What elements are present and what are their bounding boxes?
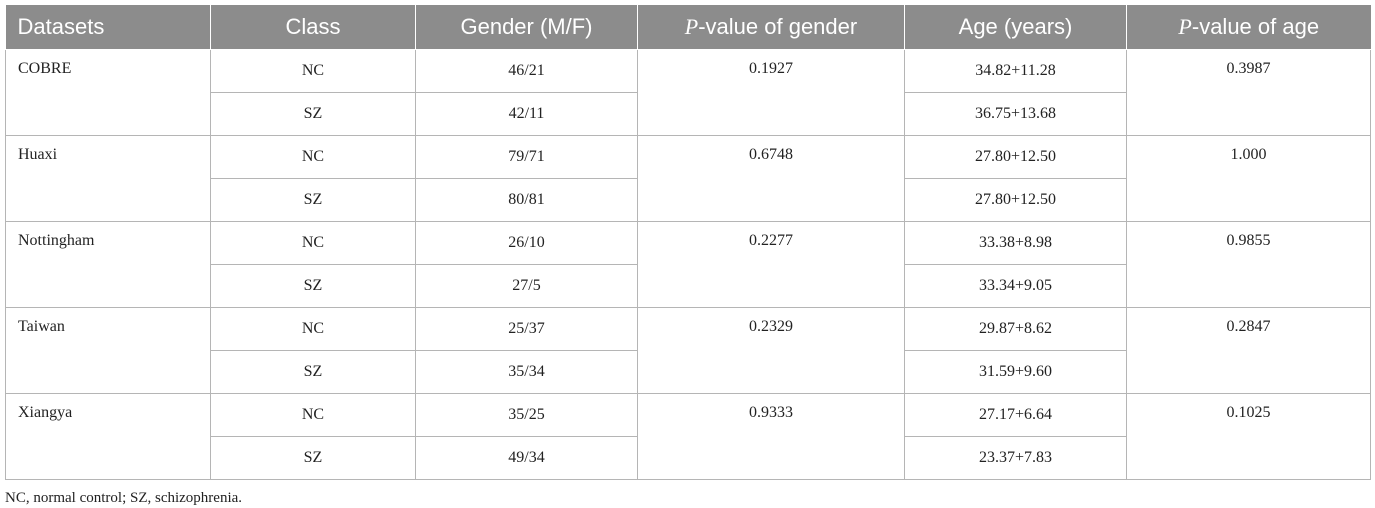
dataset-name: Huaxi [5,135,211,222]
header-row: Datasets Class Gender (M/F) P-value of g… [5,5,1371,50]
header-p-gender: P-value of gender [637,5,905,50]
gender-cell: 80/81 [415,178,638,222]
p-gender-cell: 0.9333 [637,393,905,480]
age-cell: 31.59+9.60 [904,350,1127,394]
class-cell: SZ [210,178,416,222]
class-cell: NC [210,49,416,93]
age-cell: 34.82+11.28 [904,49,1127,93]
class-cell: SZ [210,92,416,136]
age-cell: 33.34+9.05 [904,264,1127,308]
p-age-cell: 1.000 [1126,135,1371,222]
header-p-gender-italic: P [684,14,699,39]
header-age: Age (years) [904,5,1127,50]
p-age-cell: 0.1025 [1126,393,1371,480]
header-p-age-italic: P [1178,14,1192,39]
header-p-age: P-value of age [1126,5,1371,50]
age-cell: 29.87+8.62 [904,307,1127,351]
table-container: Datasets Class Gender (M/F) P-value of g… [5,5,1371,507]
dataset-name: Xiangya [5,393,211,480]
p-age-cell: 0.9855 [1126,221,1371,308]
gender-cell: 79/71 [415,135,638,179]
header-gender: Gender (M/F) [415,5,638,50]
class-cell: SZ [210,436,416,480]
header-p-age-rest: -value of age [1191,14,1320,39]
table-row: Xiangya NC 35/25 0.9333 27.17+6.64 0.102… [5,393,1371,480]
age-cell: 36.75+13.68 [904,92,1127,136]
gender-cell: 42/11 [415,92,638,136]
header-p-gender-rest: -value of gender [698,14,858,39]
age-cell: 27.80+12.50 [904,178,1127,222]
p-gender-cell: 0.1927 [637,49,905,136]
p-gender-cell: 0.2329 [637,307,905,394]
dataset-name: Taiwan [5,307,211,394]
p-age-cell: 0.3987 [1126,49,1371,136]
table-row: SZ 42/11 36.75+13.68 [6,92,1371,136]
table-row: Huaxi NC 79/71 0.6748 27.80+12.50 1.000 [5,135,1371,222]
p-age-cell: 0.2847 [1126,307,1371,394]
header-datasets: Datasets [5,5,211,50]
class-cell: NC [210,135,416,179]
table-footnote: NC, normal control; SZ, schizophrenia. [5,490,243,506]
age-cell: 33.38+8.98 [904,221,1127,265]
gender-cell: 49/34 [415,436,638,480]
dataset-name: COBRE [5,49,211,136]
table-row: Nottingham NC 26/10 0.2277 33.38+8.98 0.… [5,221,1371,308]
class-cell: SZ [210,350,416,394]
class-cell: NC [210,393,416,437]
table-row: SZ 35/34 31.59+9.60 [6,350,1371,394]
dataset-name: Nottingham [5,221,211,308]
table-row: SZ 49/34 23.37+7.83 [6,436,1371,480]
header-class: Class [210,5,416,50]
demographics-table: Datasets Class Gender (M/F) P-value of g… [5,5,1371,480]
age-cell: 27.80+12.50 [904,135,1127,179]
class-cell: NC [210,221,416,265]
age-cell: 27.17+6.64 [904,393,1127,437]
table-row: COBRE NC 46/21 0.1927 34.82+11.28 0.3987 [5,49,1371,136]
gender-cell: 35/34 [415,350,638,394]
table-row: SZ 27/5 33.34+9.05 [6,264,1371,308]
class-cell: NC [210,307,416,351]
gender-cell: 26/10 [415,221,638,265]
class-cell: SZ [210,264,416,308]
table-row: SZ 80/81 27.80+12.50 [6,178,1371,222]
table-row: Taiwan NC 25/37 0.2329 29.87+8.62 0.2847 [5,307,1371,394]
p-gender-cell: 0.2277 [637,221,905,308]
age-cell: 23.37+7.83 [904,436,1127,480]
p-gender-cell: 0.6748 [637,135,905,222]
gender-cell: 46/21 [415,49,638,93]
gender-cell: 25/37 [415,307,638,351]
gender-cell: 27/5 [415,264,638,308]
gender-cell: 35/25 [415,393,638,437]
